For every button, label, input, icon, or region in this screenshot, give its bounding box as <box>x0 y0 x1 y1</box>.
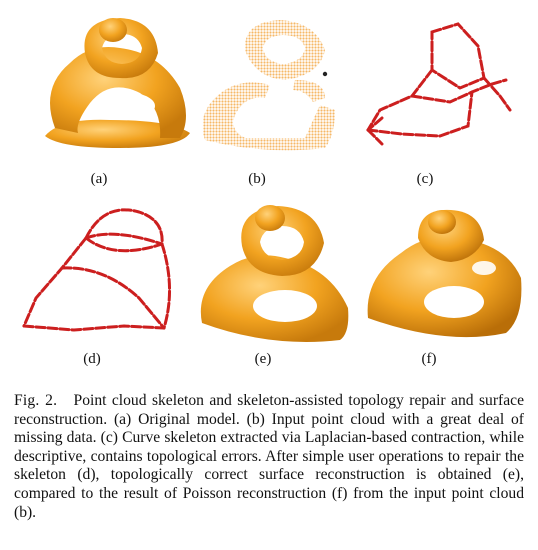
figure-number: Fig. 2. <box>14 392 58 409</box>
panel-b-label: (b) <box>248 171 266 187</box>
panel-e-label: (e) <box>254 351 272 367</box>
panel-f-poisson-reconstruction <box>356 198 528 348</box>
panel-c-label: (c) <box>416 171 434 187</box>
panel-a-label: (a) <box>90 171 108 187</box>
panel-e-skeleton-assisted-reconstruction <box>190 198 360 348</box>
panel-d-repaired-skeleton <box>14 198 194 348</box>
panel-c-curve-skeleton <box>360 18 530 158</box>
panel-d-label: (d) <box>83 351 101 367</box>
figure-caption-text: Point cloud skeleton and skeleton-assist… <box>14 392 524 521</box>
panel-a-original-model <box>30 8 200 158</box>
panel-f-label: (f) <box>421 351 437 367</box>
figure-caption: Fig. 2. Point cloud skeleton and skeleto… <box>14 392 524 522</box>
panel-b-point-cloud <box>185 10 350 160</box>
